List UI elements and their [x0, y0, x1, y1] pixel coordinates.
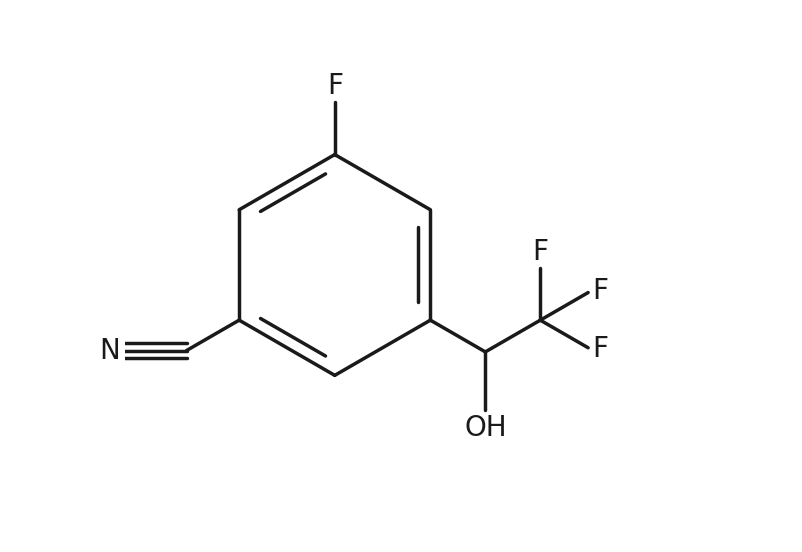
Text: F: F: [593, 335, 609, 363]
Text: N: N: [99, 337, 120, 364]
Text: F: F: [593, 278, 609, 305]
Text: F: F: [326, 72, 342, 100]
Text: OH: OH: [464, 414, 507, 442]
Text: F: F: [533, 237, 549, 266]
